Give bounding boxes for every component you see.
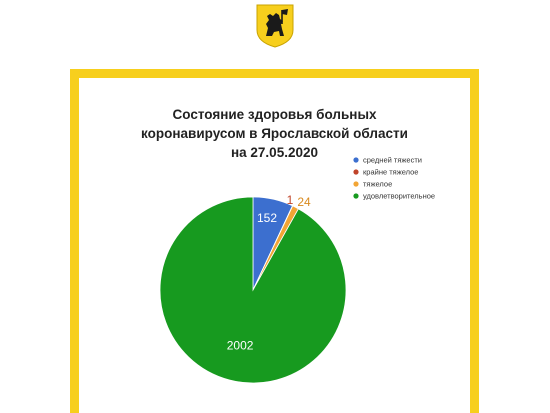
legend-label: тяжелое	[363, 180, 392, 189]
pie-slice	[159, 196, 347, 384]
pie-value-label: 24	[297, 195, 311, 209]
legend-label: средней тяжести	[363, 156, 422, 165]
legend-swatch	[353, 169, 359, 175]
pie-value-label: 152	[257, 211, 277, 225]
chart-title-line-2: коронавирусом в Ярославской области	[141, 126, 408, 141]
chart-title-line-3: на 27.05.2020	[231, 145, 318, 160]
coat-of-arms-icon	[256, 4, 294, 48]
legend-swatch	[353, 181, 359, 187]
legend-label: крайне тяжелое	[363, 168, 418, 177]
legend-swatch	[353, 193, 359, 199]
chart-title-line-1: Состояние здоровья больных	[172, 107, 377, 122]
pie-value-label: 2002	[227, 338, 254, 352]
pie-value-label: 1	[287, 193, 294, 207]
legend-label: удовлетворительное	[363, 192, 435, 201]
legend-swatch	[353, 157, 359, 163]
